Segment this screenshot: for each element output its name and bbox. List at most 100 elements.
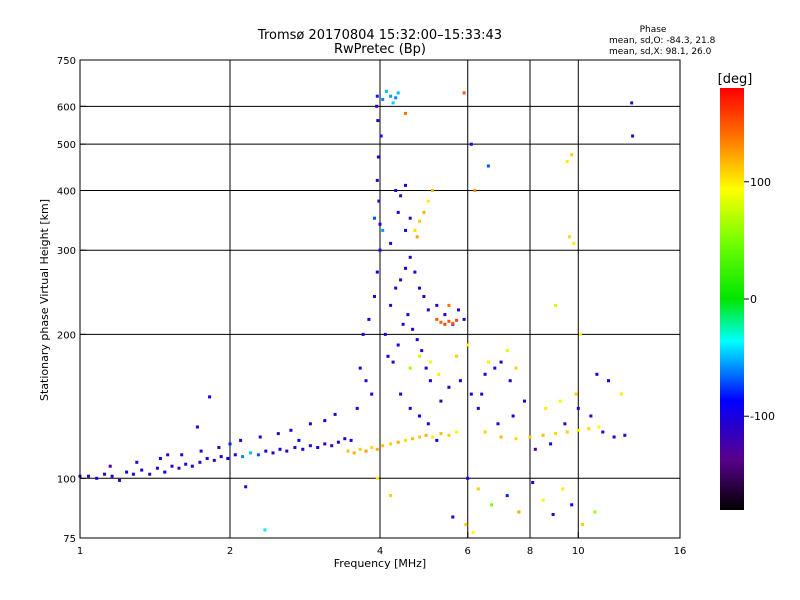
data-point: [607, 379, 610, 383]
data-point: [308, 444, 312, 448]
data-point: [558, 399, 562, 403]
data-point: [418, 414, 421, 418]
x-tick-label: 16: [674, 546, 687, 557]
data-point: [399, 278, 403, 282]
data-point: [422, 295, 426, 298]
data-point: [439, 320, 443, 324]
data-point: [148, 472, 152, 476]
y-tick-label: 500: [57, 140, 76, 151]
data-point: [508, 379, 512, 383]
data-point: [249, 451, 253, 455]
data-point: [486, 360, 490, 364]
data-point: [426, 308, 430, 312]
chart-title: Tromsø 20170804 15:32:00–15:33:43: [257, 28, 502, 43]
data-point: [256, 453, 260, 457]
data-point: [451, 321, 455, 325]
data-point: [408, 406, 412, 410]
data-point: [595, 372, 599, 376]
data-point: [166, 453, 170, 457]
data-point: [258, 435, 262, 439]
data-point: [364, 379, 368, 383]
data-point: [464, 523, 468, 527]
data-point: [439, 432, 443, 436]
data-point: [399, 392, 403, 396]
data-point: [394, 286, 398, 290]
data-point: [389, 94, 393, 98]
data-point: [473, 189, 477, 192]
data-point: [375, 447, 379, 451]
data-point: [110, 474, 114, 478]
data-point: [375, 476, 379, 480]
grid-lines: [80, 60, 680, 538]
data-point: [593, 510, 597, 514]
data-point: [180, 453, 184, 457]
data-point: [426, 422, 430, 426]
data-point: [343, 437, 347, 441]
data-point: [361, 332, 365, 336]
data-points: [78, 89, 635, 534]
data-point: [308, 422, 312, 426]
data-point: [170, 464, 174, 468]
data-point: [514, 366, 518, 370]
data-point: [408, 255, 412, 259]
data-point: [373, 216, 376, 220]
data-point: [578, 332, 582, 336]
data-point: [278, 447, 282, 451]
data-point: [228, 442, 232, 446]
data-point: [263, 528, 267, 532]
data-point: [435, 317, 439, 321]
data-point: [483, 372, 487, 376]
data-point: [379, 134, 383, 138]
y-tick-label: 75: [63, 534, 76, 545]
data-point: [381, 228, 385, 232]
data-point: [420, 349, 424, 353]
data-point: [373, 295, 376, 298]
data-point: [87, 474, 90, 478]
x-tick-label: 10: [572, 546, 585, 557]
data-point: [576, 406, 580, 410]
data-point: [437, 372, 441, 376]
data-point: [418, 219, 421, 223]
data-point: [195, 425, 199, 429]
data-point: [375, 104, 379, 108]
data-point: [346, 449, 350, 453]
data-point: [198, 460, 202, 464]
data-point: [413, 228, 417, 232]
data-point: [190, 464, 194, 468]
data-point: [199, 449, 203, 453]
data-point: [587, 427, 591, 431]
data-point: [103, 472, 106, 476]
data-point: [352, 451, 356, 455]
data-point: [396, 343, 400, 347]
data-point: [367, 317, 371, 321]
data-point: [184, 462, 188, 466]
data-point: [301, 447, 305, 451]
data-point: [404, 266, 407, 270]
data-point: [358, 366, 362, 370]
data-point: [563, 422, 567, 426]
data-point: [370, 392, 374, 396]
data-point: [533, 447, 537, 451]
data-point: [125, 470, 129, 474]
data-point: [476, 487, 480, 491]
data-point: [205, 457, 209, 460]
y-tick-labels: 75 100 200 300 400 500 600 750: [57, 56, 86, 545]
colorbar-tick-label: -100: [750, 410, 775, 423]
data-point: [406, 313, 410, 317]
data-point: [422, 210, 426, 214]
data-point: [389, 494, 393, 498]
data-point: [404, 183, 407, 187]
data-point: [447, 303, 451, 307]
data-point: [241, 455, 245, 459]
data-point: [597, 425, 601, 429]
data-point: [264, 449, 268, 453]
data-point: [630, 101, 634, 105]
data-point: [163, 470, 167, 474]
data-point: [140, 468, 144, 472]
x-tick-label: 4: [377, 546, 383, 557]
data-point: [451, 515, 455, 519]
data-point: [297, 438, 301, 442]
data-point: [523, 399, 526, 403]
data-point: [219, 455, 223, 459]
colorbar-tick-label: 0: [750, 293, 757, 306]
